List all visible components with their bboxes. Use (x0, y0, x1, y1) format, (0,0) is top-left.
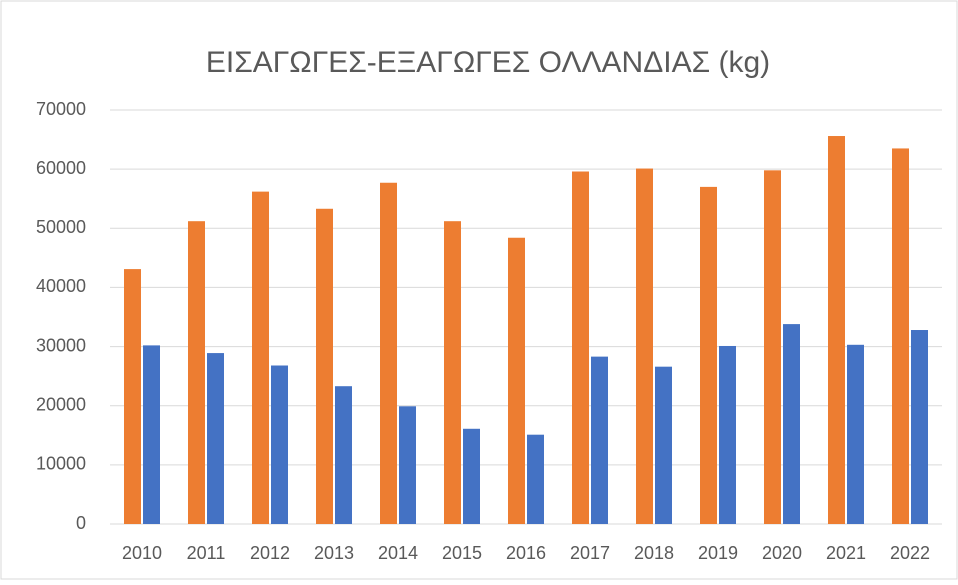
bar (463, 428, 480, 524)
chart-title: ΕΙΣΑΓΩΓΕΣ-ΕΞΑΓΩΓΕΣ ΟΛΛΑΝΔΙΑΣ (kg) (206, 46, 770, 79)
x-tick-label: 2015 (442, 543, 482, 563)
y-tick-label: 30000 (36, 335, 86, 355)
bar (399, 406, 416, 524)
bar (124, 269, 141, 524)
x-tick-label: 2019 (698, 543, 738, 563)
bar (892, 148, 909, 524)
bar (719, 345, 736, 524)
y-tick-label: 70000 (36, 99, 86, 119)
bar (188, 221, 205, 524)
x-tick-label: 2013 (314, 543, 354, 563)
x-tick-label: 2022 (890, 543, 930, 563)
x-tick-label: 2011 (187, 543, 226, 563)
bar (911, 330, 928, 524)
bar (655, 366, 672, 524)
x-tick-label: 2017 (570, 543, 610, 563)
x-tick-label: 2018 (634, 543, 674, 563)
x-tick-label: 2014 (378, 543, 418, 563)
bar (335, 386, 352, 524)
bar (783, 324, 800, 524)
bar (764, 170, 781, 524)
x-tick-label: 2016 (506, 543, 546, 563)
y-tick-label: 50000 (36, 217, 86, 237)
bar (572, 171, 589, 524)
bar (847, 344, 864, 524)
x-tick-label: 2010 (122, 543, 162, 563)
y-tick-label: 60000 (36, 158, 86, 178)
x-tick-label: 2020 (762, 543, 802, 563)
bar (380, 182, 397, 524)
y-tick-label: 40000 (36, 276, 86, 296)
bar (316, 208, 333, 525)
bar (527, 434, 544, 524)
y-tick-label: 0 (76, 513, 86, 533)
bar (636, 168, 653, 524)
bar (252, 191, 269, 525)
bar (444, 221, 461, 524)
bar (271, 365, 288, 524)
y-tick-label: 10000 (36, 454, 86, 474)
y-tick-label: 20000 (36, 394, 86, 414)
bar (828, 136, 845, 524)
x-tick-label: 2021 (826, 543, 866, 563)
bar (700, 186, 717, 524)
bar (591, 356, 608, 524)
bar (508, 237, 525, 524)
bar (207, 353, 224, 524)
bar (143, 345, 160, 524)
x-tick-label: 2012 (250, 543, 290, 563)
